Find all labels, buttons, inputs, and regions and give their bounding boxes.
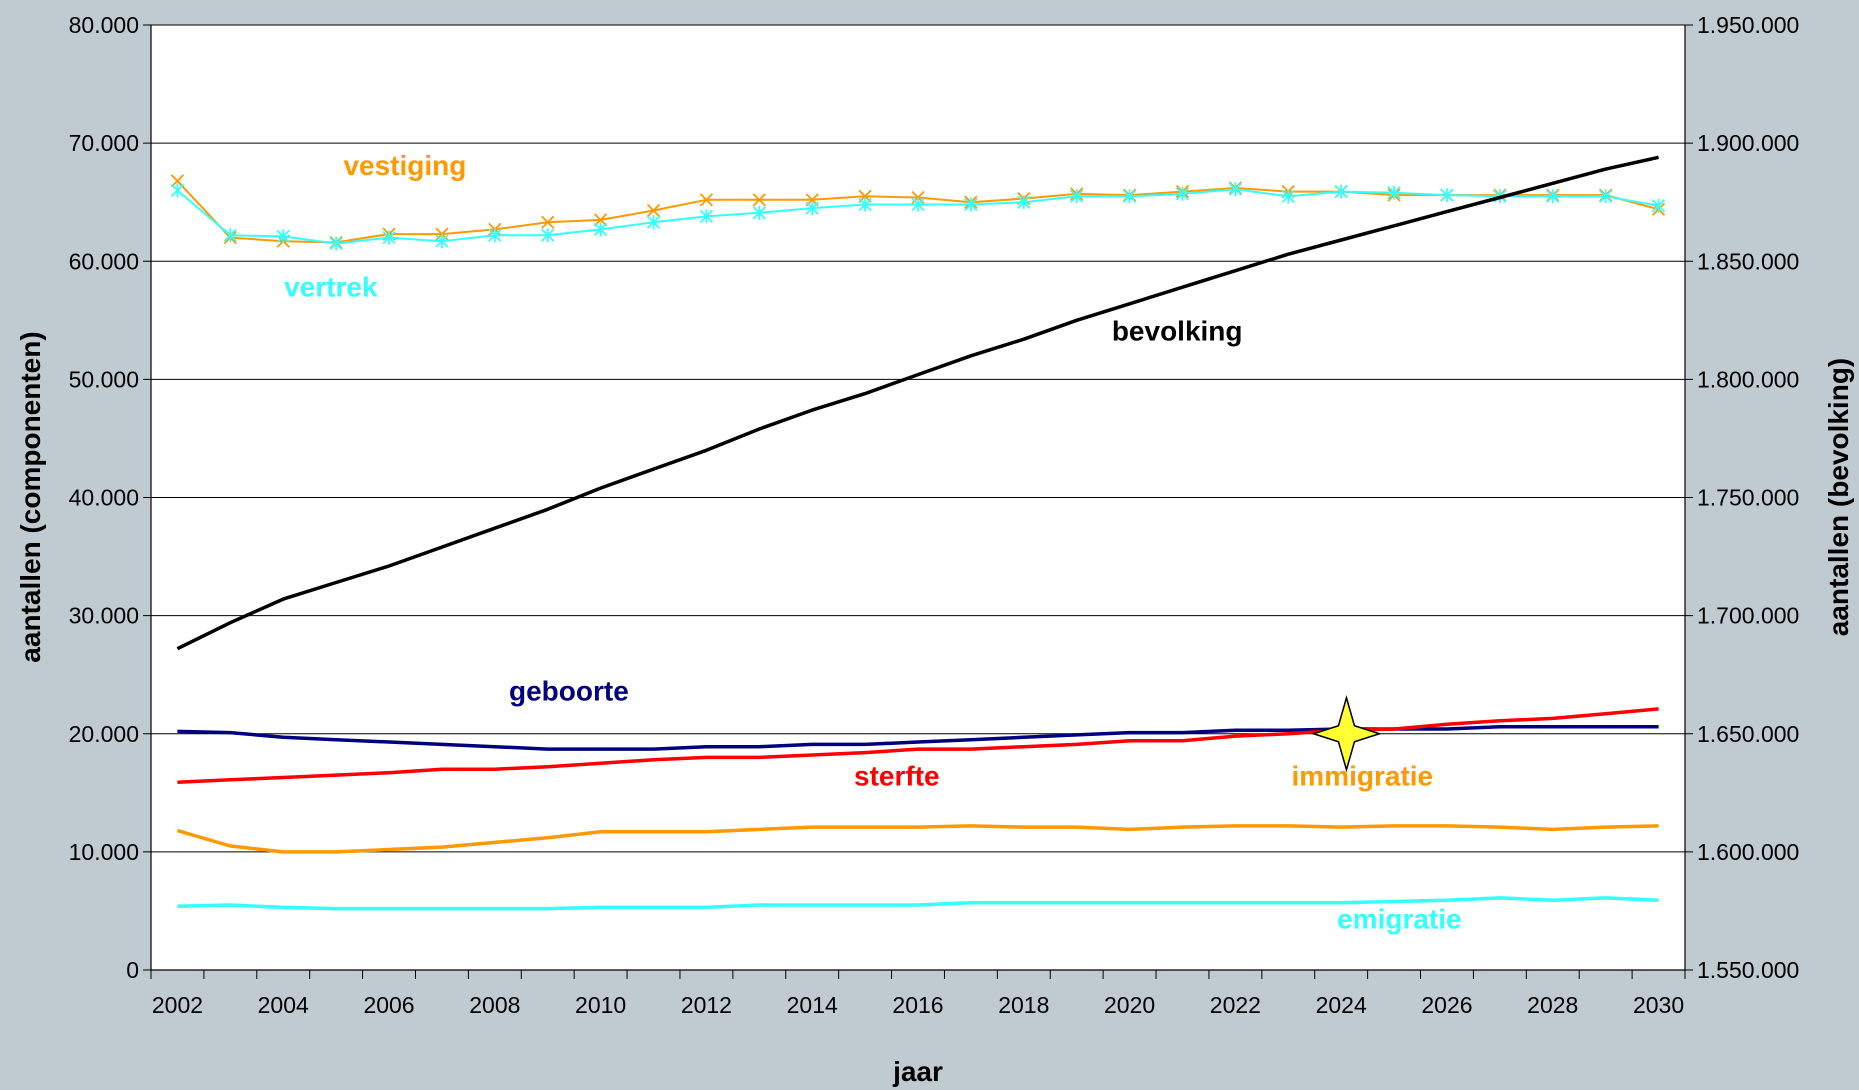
data-point-vertrek (170, 183, 185, 198)
label-vertrek: vertrek (284, 272, 378, 303)
data-point-vertrek (488, 228, 502, 243)
data-point-vertrek (1334, 184, 1348, 199)
data-point-vertrek (276, 229, 290, 244)
y-right-tick-label: 1.550.000 (1697, 957, 1799, 983)
x-tick-label: 2022 (1210, 992, 1261, 1018)
y-left-tick-label: 30.000 (69, 603, 139, 629)
x-tick-label: 2026 (1421, 992, 1472, 1018)
y-right-tick-label: 1.800.000 (1697, 366, 1799, 392)
y-right-tick-label: 1.650.000 (1697, 721, 1799, 747)
x-tick-label: 2004 (258, 992, 309, 1018)
series-line-immigratie (176, 824, 1659, 854)
x-tick-label: 2010 (575, 992, 626, 1018)
series-line-emigratie (177, 896, 1659, 911)
data-point-vertrek (541, 228, 555, 243)
series-group (170, 155, 1666, 911)
data-point-vestiging (699, 193, 714, 207)
data-point-vertrek (699, 209, 714, 224)
x-tick-label: 2016 (892, 992, 943, 1018)
data-point-vertrek (223, 228, 237, 243)
data-point-vertrek (1017, 195, 1031, 210)
label-geboorte: geboorte (509, 676, 629, 707)
series-line-sterfte (177, 707, 1659, 784)
data-point-vestiging (170, 174, 185, 188)
x-tick-label: 2014 (787, 992, 838, 1018)
data-point-vertrek (911, 197, 925, 212)
data-point-vertrek (646, 215, 661, 230)
data-point-vestiging (541, 215, 555, 229)
y-right-tick-label: 1.850.000 (1697, 248, 1799, 274)
data-point-vestiging (646, 203, 661, 218)
label-bevolking: bevolking (1112, 315, 1243, 346)
data-point-vertrek (1599, 189, 1613, 204)
y-left-tick-label: 10.000 (69, 839, 139, 865)
y-right-tick-label: 1.900.000 (1697, 130, 1799, 156)
data-point-vertrek (382, 230, 396, 245)
data-point-vestiging (752, 193, 766, 207)
star-icon (1310, 695, 1382, 773)
data-point-vertrek (1281, 189, 1295, 204)
label-sterfte: sterfte (854, 761, 940, 792)
x-tick-label: 2002 (152, 992, 203, 1018)
x-tick-label: 2030 (1633, 992, 1684, 1018)
gridlines (151, 142, 1685, 853)
x-tick-label: 2028 (1527, 992, 1578, 1018)
y-right-tick-label: 1.700.000 (1697, 603, 1799, 629)
data-point-vertrek (329, 236, 343, 251)
axes: 0 10.000 20.000 30.000 40.000 50.000 60.000 70.… (69, 12, 1800, 1018)
x-axis-title: jaar (892, 1056, 943, 1087)
x-tick-label: 2024 (1316, 992, 1367, 1018)
data-point-vertrek (1070, 189, 1084, 204)
x-tick-label: 2018 (998, 992, 1049, 1018)
label-vestiging: vestiging (343, 150, 466, 181)
x-tick-label: 2012 (681, 992, 732, 1018)
x-tick-label: 2008 (469, 992, 520, 1018)
data-point-vertrek (1387, 185, 1401, 200)
data-point-vertrek (593, 222, 608, 237)
label-emigratie: emigratie (1337, 904, 1462, 935)
y-left-tick-label: 0 (126, 957, 139, 983)
y-right-tick-label: 1.950.000 (1697, 12, 1799, 38)
data-point-vertrek (752, 205, 766, 220)
data-point-vertrek (805, 201, 819, 216)
y-axis-right-title: aantallen (bevolking) (1823, 358, 1854, 637)
y-left-tick-label: 40.000 (69, 485, 139, 511)
y-left-tick-label: 60.000 (69, 248, 139, 274)
x-tick-label: 2020 (1104, 992, 1155, 1018)
y-axis-left-title: aantallen (componenten) (15, 331, 46, 662)
data-point-vertrek (1122, 189, 1137, 204)
data-point-vertrek (1228, 182, 1243, 197)
data-point-vertrek (1440, 188, 1454, 203)
y-right-tick-label: 1.750.000 (1697, 485, 1799, 511)
label-immigratie: immigratie (1292, 761, 1434, 792)
data-point-vestiging (593, 213, 608, 227)
y-right-tick-label: 1.600.000 (1697, 839, 1799, 865)
x-tick-label: 2006 (363, 992, 414, 1018)
y-left-tick-label: 50.000 (69, 366, 139, 392)
y-left-tick-label: 70.000 (69, 130, 139, 156)
data-point-vertrek (858, 197, 872, 212)
data-point-vertrek (1546, 189, 1560, 204)
series-line-bevolking (176, 155, 1659, 651)
y-left-tick-label: 80.000 (69, 12, 139, 38)
data-point-vertrek (1651, 198, 1666, 213)
y-left-tick-label: 20.000 (69, 721, 139, 747)
data-point-vertrek (435, 234, 449, 249)
data-point-vertrek (1175, 186, 1190, 201)
data-point-vertrek (964, 197, 978, 212)
series-labels: vestiging vertrek bevolking geboorte sterfte… (284, 150, 1461, 935)
